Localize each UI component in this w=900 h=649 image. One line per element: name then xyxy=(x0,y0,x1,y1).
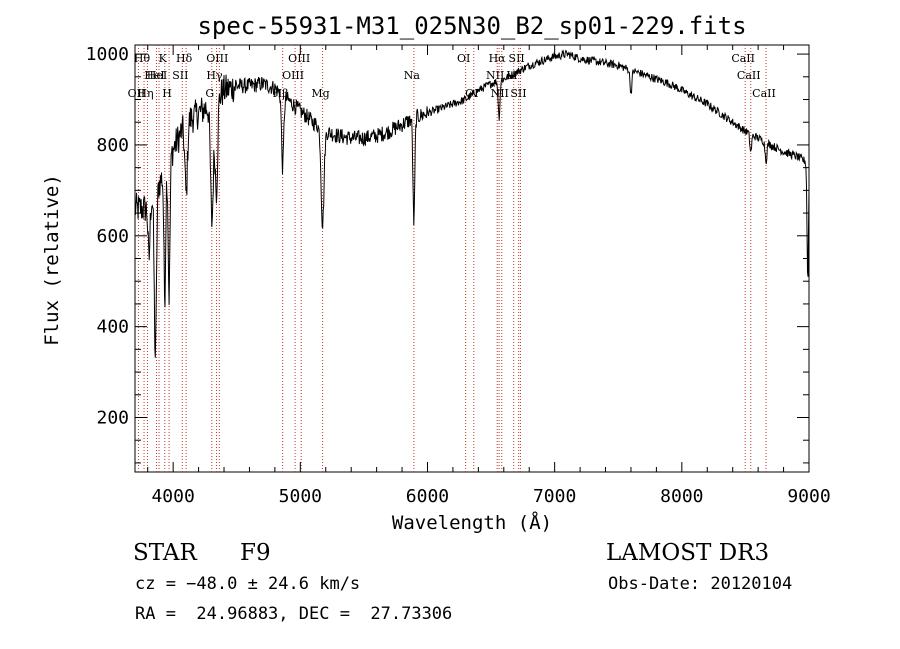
y-tick-label: 200 xyxy=(96,407,129,428)
line-marker-label: SII xyxy=(509,52,525,65)
line-marker-label: HeI xyxy=(144,69,164,82)
line-marker-label: OI xyxy=(457,52,470,65)
spectrum-line xyxy=(134,49,810,358)
line-marker-label: K xyxy=(159,52,168,65)
plot-frame xyxy=(134,44,810,473)
line-marker-label: OIII xyxy=(206,52,228,65)
survey-name: LAMOST DR3 xyxy=(606,540,770,566)
line-marker-label: NII xyxy=(491,87,509,100)
line-marker-label: H xyxy=(162,87,172,100)
line-marker-label: OIII xyxy=(282,69,304,82)
line-marker-label: G xyxy=(205,87,214,100)
line-marker-label: SII xyxy=(510,87,526,100)
line-marker-label: Na xyxy=(404,69,421,82)
y-tick-label: 400 xyxy=(96,317,129,338)
line-marker-label: Hδ xyxy=(176,52,193,65)
y-tick-label: 1000 xyxy=(86,44,129,65)
axis-ticks: 4000 5000 6000 7000 8000 9000 200 400 600 800 1000 xyxy=(86,44,831,507)
coordinates-text: RA = 24.96883, DEC = 27.73306 xyxy=(135,604,453,624)
line-markers xyxy=(137,45,767,472)
line-marker-label: Hα xyxy=(489,52,507,65)
redshift-text: cz = −48.0 ± 24.6 km/s xyxy=(135,574,361,594)
x-tick-label: 5000 xyxy=(279,486,322,507)
line-marker-label: Hγ xyxy=(206,69,223,82)
obs-date: Obs-Date: 20120104 xyxy=(608,574,793,594)
chart-title: spec-55931-M31_025N30_B2_sp01-229.fits xyxy=(197,12,746,40)
line-marker-label: HeI xyxy=(147,69,167,82)
x-tick-label: 9000 xyxy=(787,486,830,507)
object-class: STAR xyxy=(133,540,197,566)
line-marker-label: OII xyxy=(128,87,146,100)
y-tick-label: 600 xyxy=(96,226,129,247)
y-axis-label: Flux (relative) xyxy=(41,174,63,346)
line-marker-label: CaII xyxy=(731,52,755,65)
line-marker-label: CaII xyxy=(752,87,776,100)
object-subclass: F9 xyxy=(240,540,271,566)
line-marker-label: Hθ xyxy=(134,52,151,65)
x-axis-label: Wavelength (Å) xyxy=(392,511,552,534)
x-tick-label: 4000 xyxy=(151,486,194,507)
x-tick-label: 6000 xyxy=(406,486,449,507)
line-marker-label: CaII xyxy=(737,69,761,82)
line-marker-label: SII xyxy=(172,69,188,82)
y-tick-label: 800 xyxy=(96,135,129,156)
x-tick-label: 8000 xyxy=(660,486,703,507)
line-marker-label: Mg xyxy=(311,87,329,100)
line-marker-label: NII xyxy=(486,69,504,82)
line-marker-label: OIII xyxy=(288,52,310,65)
line-marker-label: Hη xyxy=(137,87,153,100)
x-tick-label: 7000 xyxy=(533,486,576,507)
